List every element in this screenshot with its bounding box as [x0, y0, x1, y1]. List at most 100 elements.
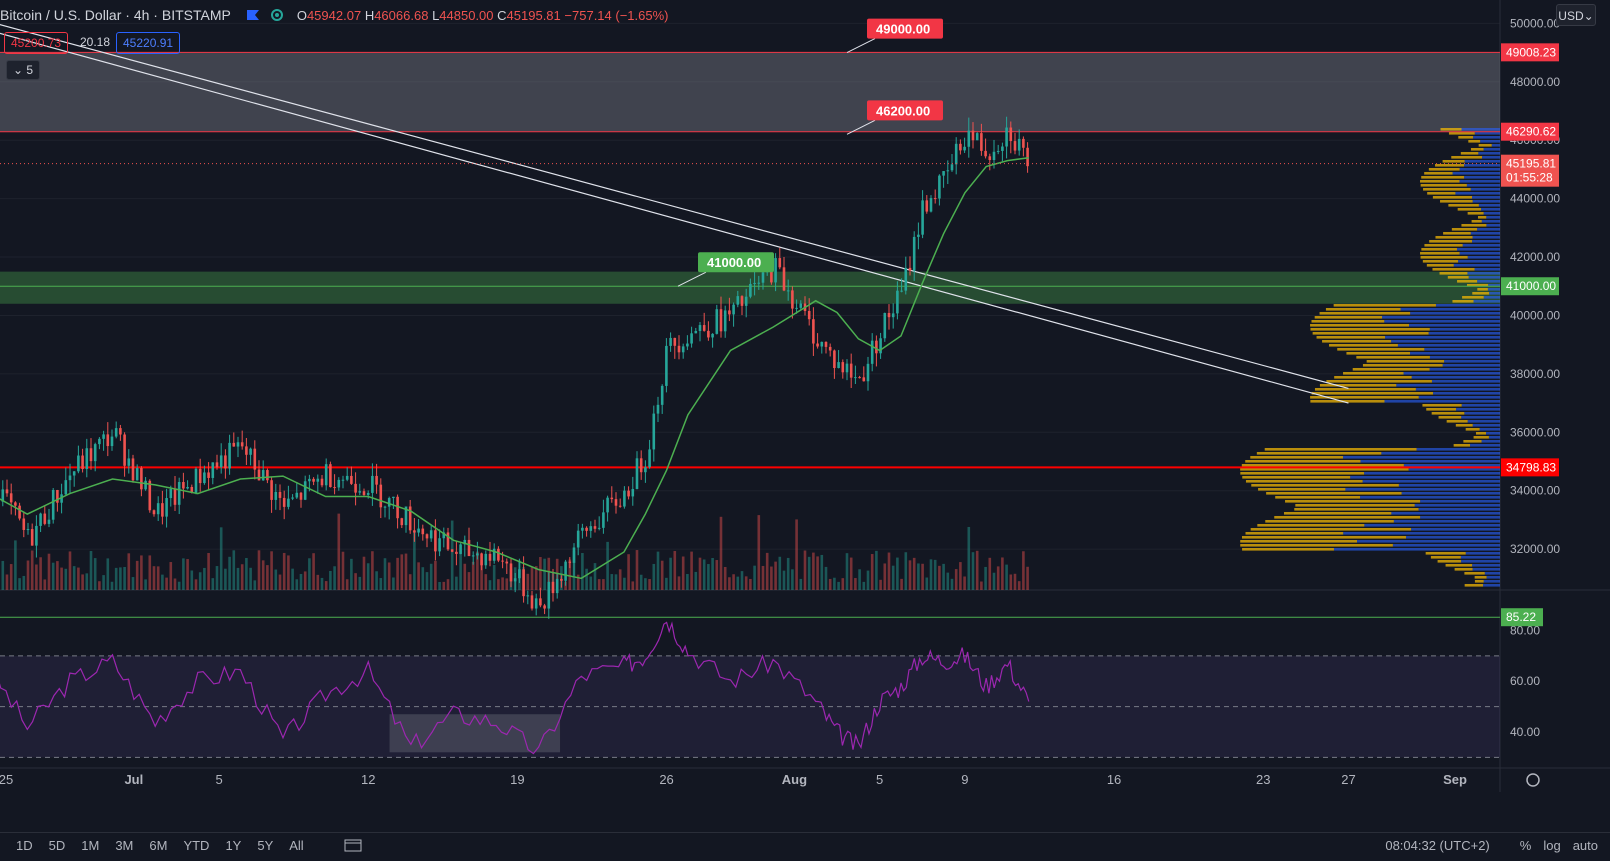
- flag-icon[interactable]: [245, 8, 261, 22]
- zone-gray[interactable]: [0, 52, 1500, 132]
- volume-bar: [442, 581, 446, 590]
- symbol-title[interactable]: Bitcoin / U.S. Dollar · 4h · BITSTAMP: [0, 7, 231, 23]
- volume-bar: [169, 562, 173, 590]
- volume-profile-bar: [1429, 356, 1500, 359]
- volume-profile-bar: [1310, 324, 1410, 327]
- volume-profile-bar: [1481, 220, 1500, 223]
- candle-body: [509, 563, 513, 582]
- moving-average-line[interactable]: [0, 156, 1029, 580]
- rsi-threshold-label: 85.22: [1506, 610, 1536, 624]
- indicator-toggle[interactable]: ⌄ 5: [6, 60, 41, 80]
- volume-profile-bar: [1384, 320, 1500, 323]
- volume-bar: [816, 556, 819, 590]
- volume-bar: [707, 564, 710, 590]
- settings-gear-icon[interactable]: [1526, 773, 1540, 787]
- percent-toggle[interactable]: %: [1519, 837, 1532, 853]
- date-range-icon[interactable]: [344, 838, 362, 852]
- volume-bar: [744, 576, 748, 590]
- volume-profile-bar: [1396, 384, 1500, 387]
- timeframe-5y[interactable]: 5Y: [257, 837, 274, 853]
- timeframe-1y[interactable]: 1Y: [225, 837, 242, 853]
- candle-body: [497, 548, 500, 561]
- buy-button[interactable]: 45220.91: [116, 32, 181, 54]
- candle-body: [539, 598, 542, 606]
- candle-body: [639, 458, 643, 473]
- volume-profile-bar: [1401, 492, 1500, 495]
- volume-profile-bar: [1477, 228, 1500, 231]
- candle-body: [203, 472, 206, 484]
- volume-bar: [278, 574, 282, 590]
- volume-bar: [299, 573, 303, 590]
- volume-bar: [908, 560, 912, 590]
- volume-bar: [669, 557, 672, 590]
- volume-profile-bar: [1447, 276, 1469, 279]
- auto-toggle[interactable]: auto: [1572, 837, 1598, 853]
- candle-body: [686, 343, 689, 347]
- volume-profile-bar: [1464, 160, 1500, 163]
- level-price-tag: [1501, 277, 1559, 296]
- candle-body: [862, 377, 866, 382]
- timeframe-1m[interactable]: 1M: [81, 837, 100, 853]
- timeframe-6m[interactable]: 6M: [149, 837, 168, 853]
- volume-bar: [484, 574, 488, 590]
- volume-bar: [854, 578, 857, 590]
- timeframe-all[interactable]: All: [289, 837, 304, 853]
- candle-body: [135, 468, 139, 481]
- volume-bar: [257, 550, 261, 590]
- candle-body: [690, 333, 693, 344]
- volume-profile-bar: [1452, 172, 1500, 175]
- candle-body: [589, 526, 593, 531]
- log-toggle[interactable]: log: [1543, 837, 1561, 853]
- volume-bar: [803, 550, 807, 590]
- volume-bar: [337, 513, 341, 590]
- volume-profile-bar: [1319, 384, 1397, 387]
- timeframe-ytd[interactable]: YTD: [183, 837, 210, 853]
- timeframe-3m[interactable]: 3M: [115, 837, 134, 853]
- candle-body: [900, 290, 903, 292]
- volume-bar: [173, 578, 177, 590]
- volume-bar: [610, 574, 614, 590]
- candle-body: [161, 503, 164, 517]
- candle-body: [253, 448, 257, 470]
- volume-bar: [539, 557, 542, 590]
- volume-bar: [673, 551, 677, 590]
- volume-profile-bar: [1265, 520, 1394, 523]
- callout-box[interactable]: [867, 18, 943, 39]
- volume-profile-bar: [1438, 416, 1462, 419]
- candle-body: [543, 605, 546, 609]
- trendline[interactable]: [0, 29, 1349, 404]
- clock-readout[interactable]: 08:04:32 (UTC+2): [1385, 837, 1490, 853]
- rsi-highlight-box[interactable]: [389, 714, 561, 753]
- callout-box[interactable]: [867, 100, 943, 121]
- trendline[interactable]: [0, 20, 1349, 390]
- time-tick-label: 19: [510, 772, 524, 787]
- candle-body: [996, 150, 1000, 152]
- sell-button[interactable]: 45200.73: [4, 32, 69, 54]
- volume-profile-bar: [1435, 164, 1465, 167]
- volume-bar: [186, 559, 189, 590]
- candle-body: [963, 146, 966, 151]
- volume-bar: [366, 563, 370, 590]
- rsi-line[interactable]: [0, 621, 1030, 755]
- volume-bar: [345, 579, 349, 590]
- candle-body: [9, 493, 13, 503]
- candle-body: [648, 449, 651, 468]
- candle-body: [883, 312, 887, 339]
- volume-profile-bar: [1415, 388, 1500, 391]
- timeframe-1d[interactable]: 1D: [16, 837, 33, 853]
- volume-bar: [639, 574, 643, 590]
- volume-bar: [236, 567, 240, 590]
- volume-bar: [963, 576, 966, 590]
- candle-body: [564, 561, 567, 581]
- candle-body: [417, 528, 420, 533]
- volume-bar: [614, 574, 618, 590]
- volume-profile-bar: [1486, 224, 1500, 227]
- callout-box[interactable]: [698, 252, 774, 273]
- timeframe-5d[interactable]: 5D: [48, 837, 66, 853]
- rsi-threshold-tag: [1501, 608, 1543, 627]
- volume-profile-bar: [1429, 328, 1500, 331]
- currency-button[interactable]: USD⌄: [1556, 4, 1596, 26]
- volume-bar: [177, 581, 181, 590]
